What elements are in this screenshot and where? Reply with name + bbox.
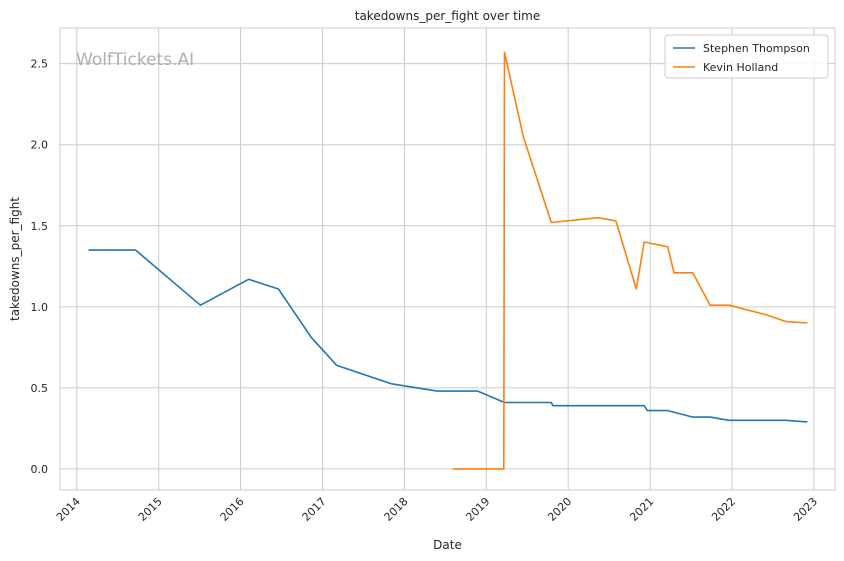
legend-label: Stephen Thompson bbox=[703, 42, 810, 55]
x-tick-label: 2021 bbox=[627, 495, 656, 524]
series-line-stephen-thompson bbox=[88, 249, 808, 423]
y-tick-label: 2.0 bbox=[31, 139, 49, 152]
legend-box bbox=[664, 34, 829, 79]
chart-title: takedowns_per_fight over time bbox=[355, 9, 541, 23]
x-tick-label: 2020 bbox=[545, 495, 574, 524]
x-tick-label: 2014 bbox=[54, 495, 83, 524]
plot-area-border bbox=[59, 27, 836, 491]
grid bbox=[60, 28, 835, 490]
watermark-text: WolfTickets.AI bbox=[76, 50, 194, 70]
series-lines bbox=[88, 51, 808, 470]
y-tick-label: 0.5 bbox=[31, 382, 49, 395]
x-axis-ticks: 2014 2015 2016 2017 2018 2019 2020 2021 2022 2023 bbox=[54, 495, 820, 524]
x-tick-label: 2018 bbox=[382, 495, 411, 524]
x-tick-label: 2017 bbox=[300, 495, 329, 524]
x-tick-label: 2015 bbox=[136, 495, 165, 524]
y-tick-label: 1.5 bbox=[31, 220, 49, 233]
y-axis-label: takedowns_per_fight bbox=[8, 197, 22, 321]
legend-label: Kevin Holland bbox=[703, 61, 778, 74]
y-tick-label: 2.5 bbox=[31, 58, 49, 71]
y-axis-ticks: 0.0 0.5 1.0 1.5 2.0 2.5 bbox=[31, 58, 49, 476]
x-tick-label: 2016 bbox=[218, 495, 247, 524]
y-tick-label: 1.0 bbox=[31, 301, 49, 314]
x-tick-label: 2023 bbox=[791, 495, 820, 524]
x-tick-label: 2022 bbox=[709, 495, 738, 524]
x-axis-label: Date bbox=[433, 538, 462, 552]
y-tick-label: 0.0 bbox=[31, 463, 49, 476]
series-line-kevin-holland bbox=[452, 51, 808, 470]
legend: Stephen Thompson Kevin Holland bbox=[664, 34, 829, 79]
x-tick-label: 2019 bbox=[463, 495, 492, 524]
